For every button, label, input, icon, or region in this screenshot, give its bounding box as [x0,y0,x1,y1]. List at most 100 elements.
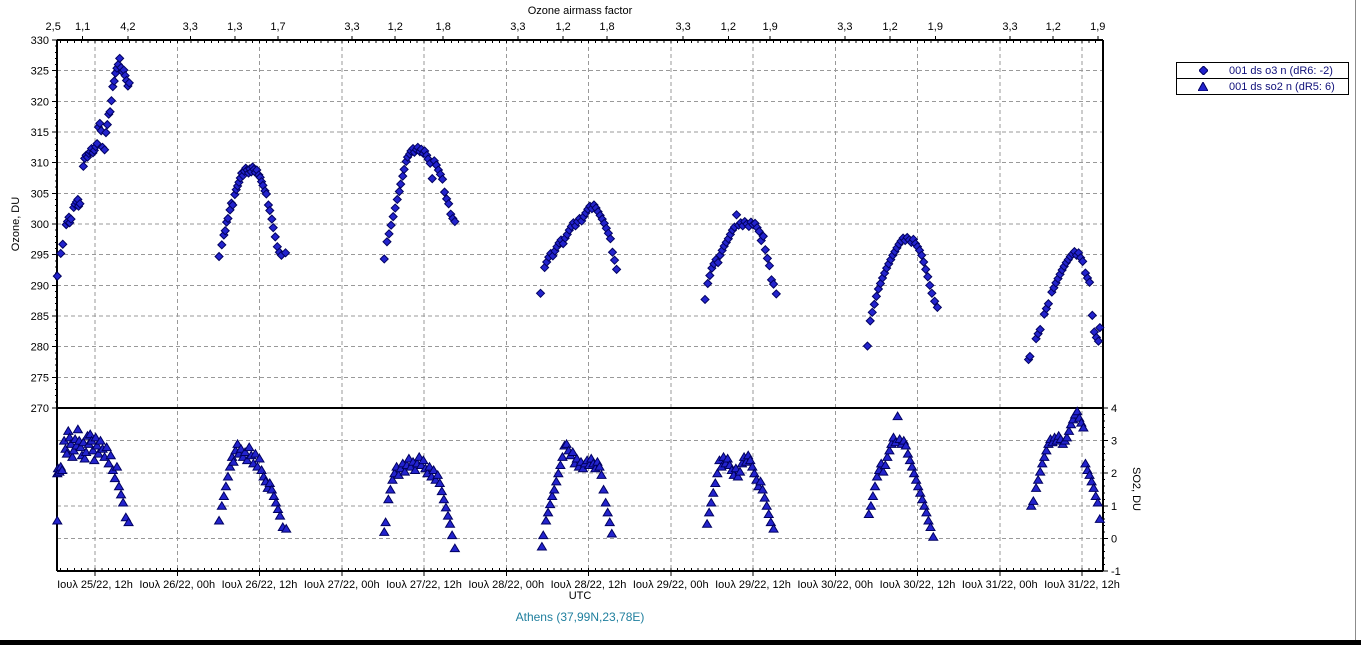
o3-data-point [394,186,405,197]
o3-data-point [270,232,280,242]
so2-data-point [555,460,566,470]
so2-data-point [921,507,932,517]
legend-item-o3: 001 ds o3 n (dR6: -2) [1176,62,1349,79]
so2-data-point [709,478,721,487]
o3-data-point [703,278,713,289]
so2-data-point [1071,406,1083,416]
o3-data-point [927,288,937,299]
bottom-axis-tick-label: Ιουλ 29/22, 00h [633,579,709,591]
legend-label-so2: 001 ds so2 n (dR5: 6) [1229,80,1335,93]
o3-data-point [261,189,272,199]
so2-data-point [409,464,421,474]
so2-data-point [79,453,91,463]
so2-axis-tick-label: 4 [1111,403,1117,415]
so2-data-point [438,494,450,504]
so2-data-point [264,478,276,487]
so2-data-point [1092,497,1104,507]
so2-data-point [241,455,253,465]
so2-data-point [734,466,746,476]
legend: 001 ds o3 n (dR6: -2) 001 ds so2 n (dR5:… [1176,62,1349,95]
so2-data-point [378,526,390,536]
so2-data-point [918,500,930,510]
so2-data-point [218,491,230,501]
bottom-axis-tick-label: Ιουλ 26/22, 00h [139,579,215,591]
so2-data-point [115,489,127,499]
o3-data-point [75,199,85,209]
airmass-tick-label: 1,9 [1090,21,1105,33]
o3-data-point [386,220,396,230]
bottom-axis-tick-label: Ιουλ 28/22, 12h [551,579,627,591]
bottom-axis-tick-label: Ιουλ 30/22, 12h [880,579,956,591]
o3-data-point [609,255,620,265]
bottom-axis-tick-label: Ιουλ 28/22, 00h [468,579,544,591]
station-label: Athens (37,99N,23,78E) [515,610,645,624]
legend-label-o3: 001 ds o3 n (dR6: -2) [1229,64,1333,77]
o3-data-point [705,270,715,281]
so2-data-point [109,473,121,483]
so2-data-point [1036,458,1048,468]
so2-data-point [111,461,123,471]
o3-data-point [223,213,233,224]
ozone-axis-tick-label: 310 [31,158,49,170]
o3-data-point [78,161,89,172]
o3-data-point [443,199,454,209]
o3-data-point [102,119,113,130]
window-right-border [1355,0,1356,645]
so2-data-point [594,461,605,471]
o3-data-point [56,248,66,259]
o3-data-point [1093,336,1104,346]
o3-data-point [398,171,408,181]
so2-data-point [228,456,239,466]
so2-axis-tick-label: 2 [1111,468,1117,480]
o3-data-point [217,240,227,250]
o3-data-point [700,294,710,305]
so2-data-point [923,515,934,525]
airmass-tick-label: 1,9 [928,21,943,33]
so2-data-point [442,510,454,520]
right-axis-title: SO2, DU [1130,466,1142,512]
so2-data-point [604,517,616,527]
so2-data-point [1094,513,1106,523]
so2-data-point [216,500,228,510]
top-axis-title: Ozone airmass factor [527,5,633,17]
so2-data-point [272,504,284,514]
o3-data-point [771,289,782,299]
bottom-axis-tick-label: Ιουλ 27/22, 12h [386,579,462,591]
o3-data-point [66,214,76,224]
bottom-axis-title: UTC [568,590,592,602]
o3-data-point [762,253,773,264]
o3-data-point [95,118,105,129]
so2-data-point [93,448,104,458]
o3-data-point [865,316,875,326]
bottom-axis-tick-label: Ιουλ 31/22, 00h [962,579,1038,591]
so2-data-point [103,458,115,468]
legend-item-so2: 001 ds so2 n (dR5: 6) [1176,78,1349,95]
so2-data-point [399,466,411,476]
so2-data-point [748,468,760,478]
o3-data-point [399,164,409,175]
o3-data-point [268,222,278,233]
o3-data-point [916,250,927,260]
so2-data-point [1065,419,1077,429]
so2-data-point [703,507,715,517]
o3-data-point [382,237,392,247]
o3-data-point [764,260,775,271]
ozone-axis-tick-label: 295 [31,250,49,262]
bottom-axis-tick-label: Ιουλ 26/22, 12h [222,579,298,591]
so2-data-point [904,455,916,465]
airmass-tick-label: 1,7 [270,21,285,33]
so2-data-point [1038,451,1050,461]
so2-data-point [536,541,548,551]
so2-axis-tick-label: -1 [1111,566,1121,578]
so2-data-point [550,476,562,486]
so2-data-point [732,471,744,481]
o3-data-point [267,214,277,224]
window-bottom-bar [0,640,1361,645]
ozone-axis-tick-label: 325 [31,66,49,78]
airmass-tick-label: 3,3 [675,21,690,33]
so2-data-point [544,499,556,509]
so2-data-point [1084,469,1095,479]
so2-data-point [239,447,251,457]
ozone-axis-tick-label: 280 [31,342,49,354]
